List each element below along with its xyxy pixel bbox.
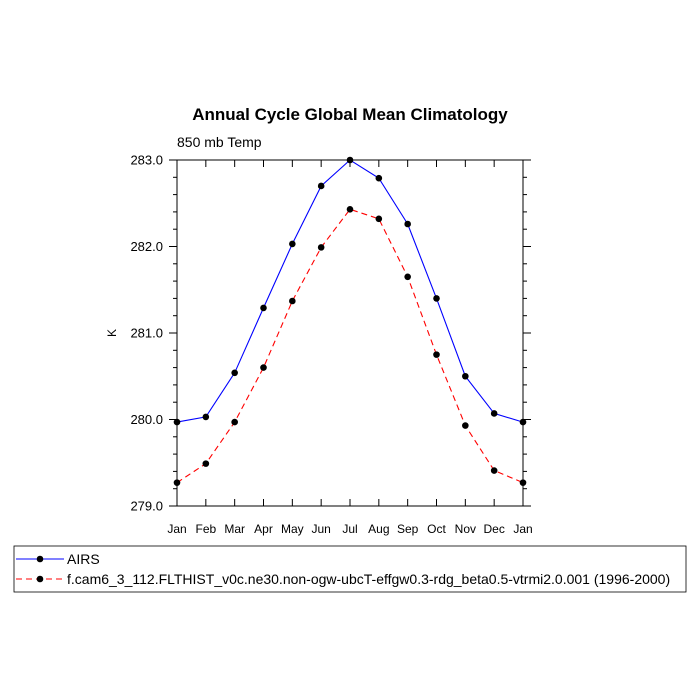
x-tick-label: Feb (195, 522, 216, 536)
data-point (231, 369, 238, 377)
data-point (433, 295, 440, 302)
legend-box (13, 545, 687, 593)
data-point (490, 410, 498, 417)
x-tick-label: Jan (513, 522, 532, 536)
legend-item-2: f.cam6_3_112.FLTHIST_v0c.ne30.non-ogw-ub… (16, 571, 670, 587)
data-point (519, 418, 527, 426)
x-tick-label: Oct (427, 522, 446, 536)
x-tick-label: Apr (254, 522, 273, 536)
x-tick-label: Sep (397, 522, 419, 536)
legend-item-1: AIRS (16, 551, 100, 567)
y-tick-label: 280.0 (130, 412, 163, 427)
x-tick-label: May (281, 522, 304, 536)
data-point (462, 372, 469, 380)
chart-subtitle: 850 mb Temp (177, 134, 262, 150)
series-2 (173, 206, 527, 486)
x-tick-label: Mar (224, 522, 245, 536)
x-tick-label: Jul (342, 522, 357, 536)
legend-label: AIRS (67, 551, 100, 567)
x-tick-label: Nov (455, 522, 476, 536)
data-point (202, 460, 210, 467)
data-point (519, 479, 527, 486)
series-line (176, 159, 524, 423)
data-point (462, 422, 469, 429)
series-line (176, 208, 524, 484)
x-tick-label: Aug (368, 522, 389, 536)
data-point (289, 240, 296, 248)
data-point (173, 479, 181, 486)
y-axis-label: K (105, 329, 119, 337)
data-point (260, 364, 267, 371)
legend-marker (36, 575, 44, 583)
x-tick-label: Dec (483, 522, 504, 536)
legend-marker (36, 555, 44, 563)
y-tick-label: 282.0 (130, 239, 163, 254)
y-tick-label: 279.0 (130, 499, 163, 514)
data-point (375, 174, 383, 182)
data-point (490, 467, 498, 474)
legend: AIRS f.cam6_3_112.FLTHIST_v0c.ne30.non-og… (13, 545, 687, 593)
legend-label: f.cam6_3_112.FLTHIST_v0c.ne30.non-ogw-ub… (67, 571, 670, 587)
x-tick-label: Jun (311, 522, 330, 536)
data-point (404, 220, 411, 228)
data-point (289, 297, 296, 305)
data-point (260, 304, 267, 312)
data-point (404, 273, 411, 281)
data-point (231, 418, 238, 426)
x-tick-label: Jan (167, 522, 186, 536)
data-point (433, 351, 440, 358)
data-point (317, 182, 325, 190)
data-point (346, 206, 354, 213)
series-1 (173, 156, 527, 426)
data-point (375, 215, 383, 223)
plot-area: Jan Feb Mar Apr May Jun Jul Aug Sep Oct Nov Dec Jan 2… (130, 153, 532, 537)
data-point (346, 156, 354, 164)
data-point (317, 244, 325, 251)
chart-title: Annual Cycle Global Mean Climatology (192, 105, 508, 124)
data-point (173, 418, 181, 426)
data-point (202, 413, 210, 421)
series-layer (173, 156, 527, 486)
y-tick-label: 281.0 (130, 326, 163, 341)
y-tick-label: 283.0 (130, 153, 163, 168)
